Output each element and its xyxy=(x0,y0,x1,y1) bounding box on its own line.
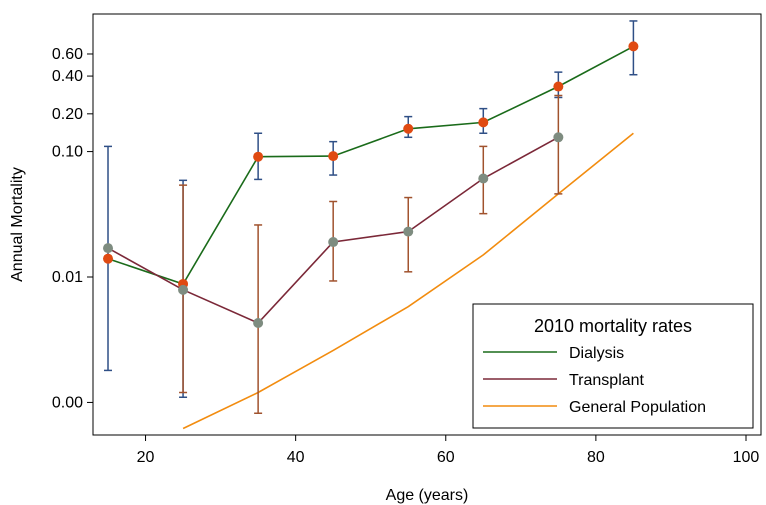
y-tick-label: 0.40 xyxy=(52,68,83,85)
dialysis-point xyxy=(328,151,339,162)
legend-entry: Dialysis xyxy=(483,345,624,362)
y-tick-label: 0.10 xyxy=(52,144,83,161)
y-tick-label: 0.01 xyxy=(52,269,83,286)
dialysis-point xyxy=(553,81,564,92)
transplant-point xyxy=(403,226,414,237)
legend-box xyxy=(472,303,754,429)
x-axis: 20 40 60 80 100 xyxy=(137,435,760,466)
transplant-point xyxy=(328,237,339,248)
plot-frame xyxy=(92,13,762,436)
dialysis-point xyxy=(478,117,489,128)
transplant-point xyxy=(553,132,564,143)
y-axis: 0.00 0.01 0.10 0.20 0.40 0.60 xyxy=(52,46,93,411)
legend-entry: General Population xyxy=(483,399,706,416)
transplant-errorbar xyxy=(554,94,563,195)
y-axis-title: Annual Mortality xyxy=(9,167,26,282)
transplant-point xyxy=(178,284,189,295)
legend-entries: Dialysis Transplant General Population xyxy=(483,345,706,416)
legend-label: General Population xyxy=(569,399,706,416)
dialysis-point xyxy=(253,151,264,162)
x-tick-label: 80 xyxy=(587,449,605,466)
x-tick-label: 60 xyxy=(437,449,455,466)
transplant-point xyxy=(103,243,114,254)
y-tick-label: 0.60 xyxy=(52,46,83,63)
x-axis-title: Age (years) xyxy=(386,487,469,504)
legend-label: Transplant xyxy=(569,372,645,389)
transplant-point xyxy=(253,317,264,328)
y-tick-label: 0.20 xyxy=(52,106,83,123)
dialysis-point xyxy=(403,123,414,134)
x-tick-label: 40 xyxy=(287,449,305,466)
legend-label: Dialysis xyxy=(569,345,624,362)
legend: 2010 mortality rates Dialysis Transplant G… xyxy=(472,303,754,429)
dialysis-point xyxy=(103,253,114,264)
y-tick-label: 0.00 xyxy=(52,394,83,411)
legend-title: 2010 mortality rates xyxy=(534,316,692,336)
x-tick-label: 100 xyxy=(733,449,760,466)
transplant-point xyxy=(478,173,489,184)
marker-layer xyxy=(103,41,639,328)
dialysis-line xyxy=(107,45,634,285)
x-tick-label: 20 xyxy=(137,449,155,466)
dialysis-point xyxy=(628,41,639,52)
legend-entry: Transplant xyxy=(483,372,645,389)
